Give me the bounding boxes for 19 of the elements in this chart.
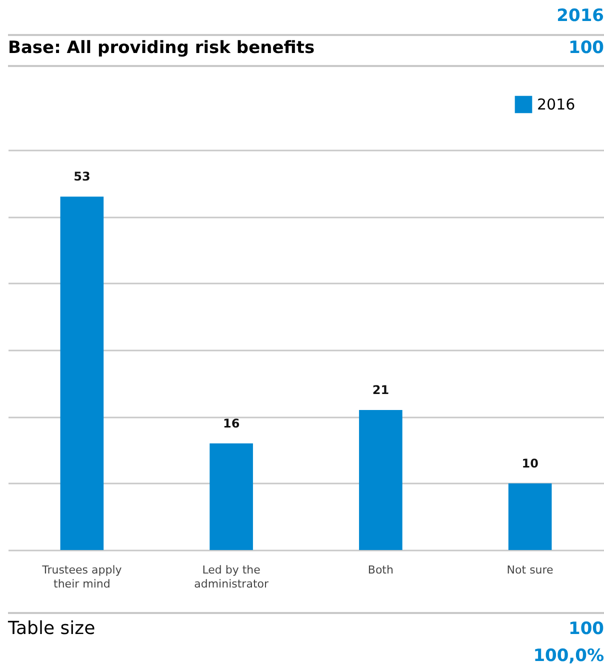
data-label: 16 [222,416,240,430]
x-tick-label: Trustees apply their mind [41,564,122,590]
bar [60,196,104,550]
x-tick-label: Not sure [506,564,554,576]
text: 100 [568,38,604,58]
text: 2016 [556,6,604,26]
x-tick-label: Both [368,564,394,576]
bar [508,483,552,550]
text: 100,0% [533,646,604,666]
data-label: 53 [74,170,90,184]
data-label: 21 [372,383,390,397]
bar [210,443,253,550]
x-tick-label: Led by the administrator [194,564,269,590]
data-label: 10 [522,456,538,470]
text: Table size [8,618,96,639]
text: 100 [568,618,604,638]
legend-label: 2016 [537,96,576,114]
text: Base: All providing risk benefits [8,38,315,58]
bar [359,410,402,550]
